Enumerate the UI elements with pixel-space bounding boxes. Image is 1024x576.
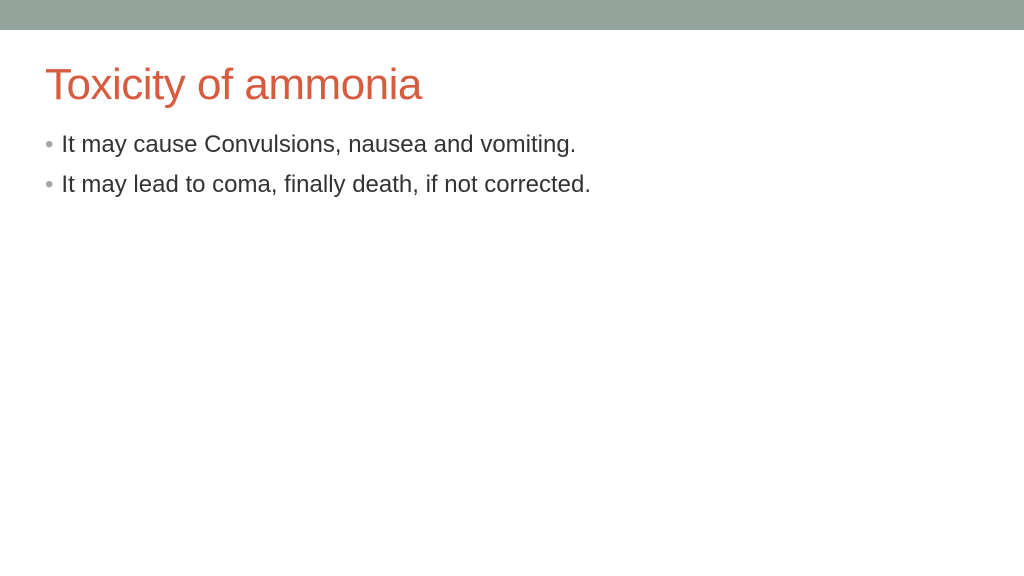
- bullet-icon: •: [45, 128, 53, 162]
- bullet-icon: •: [45, 168, 53, 202]
- bullet-list: • It may cause Convulsions, nausea and v…: [45, 128, 979, 201]
- slide-title: Toxicity of ammonia: [45, 60, 979, 110]
- slide-content: Toxicity of ammonia • It may cause Convu…: [0, 30, 1024, 237]
- bullet-text: It may lead to coma, finally death, if n…: [61, 168, 591, 202]
- list-item: • It may lead to coma, finally death, if…: [45, 168, 979, 202]
- slide-top-bar: [0, 0, 1024, 30]
- list-item: • It may cause Convulsions, nausea and v…: [45, 128, 979, 162]
- bullet-text: It may cause Convulsions, nausea and vom…: [61, 128, 576, 162]
